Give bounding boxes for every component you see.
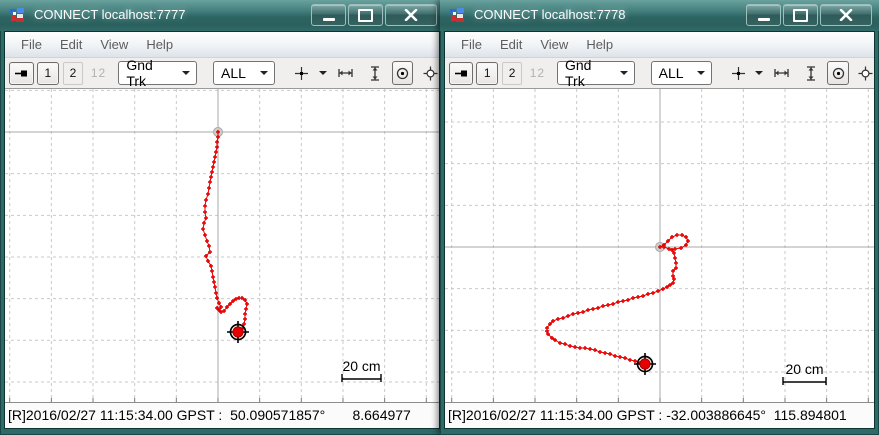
menu-view[interactable]: View — [540, 37, 569, 52]
solution-filter-select[interactable]: ALL — [650, 61, 712, 85]
maximize-icon — [793, 8, 808, 22]
rtkplot-window-2: CONNECT localhost:7778 File Edit View He… — [440, 0, 879, 435]
chevron-down-icon — [754, 71, 763, 75]
solution-filter-select[interactable]: ALL — [213, 61, 276, 85]
toolbar: 1 2 12 Gnd Trk ALL — [5, 58, 439, 89]
center-origin-button[interactable] — [391, 61, 414, 85]
close-icon — [839, 9, 853, 21]
client-area: File Edit View Help 1 2 12 Gnd Trk ALL — [4, 31, 440, 429]
fit-vertical-icon — [807, 65, 816, 81]
window-controls — [744, 4, 872, 26]
menu-view[interactable]: View — [100, 37, 129, 52]
solution-filter-value: ALL — [221, 65, 246, 81]
crosshair-circle-icon — [858, 66, 873, 80]
close-button[interactable] — [820, 4, 872, 26]
menu-help[interactable]: Help — [586, 37, 614, 52]
fit-option-dropdown[interactable] — [317, 61, 329, 85]
plot-area[interactable]: 20 cm — [445, 89, 874, 402]
circled-dot-icon — [832, 67, 844, 79]
window-title: CONNECT localhost:7778 — [474, 7, 626, 22]
fit-vertical-button[interactable] — [367, 61, 384, 85]
menu-help[interactable]: Help — [146, 37, 174, 52]
app-icon — [450, 8, 464, 22]
plot-type-value: Gnd Trk — [126, 58, 153, 89]
plot-type-value: Gnd Trk — [565, 58, 592, 89]
solution-2-button[interactable]: 2 — [502, 61, 522, 85]
app-icon — [10, 8, 24, 22]
fit-horizontal-icon — [338, 69, 353, 77]
title-bar[interactable]: CONNECT localhost:7778 — [440, 0, 879, 31]
ground-track-plot[interactable]: 20 cm — [445, 89, 874, 402]
title-bar[interactable]: CONNECT localhost:7777 — [0, 0, 444, 31]
fit-center-button[interactable] — [730, 61, 747, 85]
fit-vertical-button[interactable] — [803, 61, 819, 85]
maximize-button[interactable] — [783, 4, 818, 26]
status-bar: [R]2016/02/27 11:15:34.00 GPST : 50.0905… — [5, 402, 439, 428]
connect-icon — [454, 70, 467, 76]
window-controls — [309, 4, 437, 26]
show-position-button[interactable] — [857, 61, 874, 85]
fit-horizontal-button[interactable] — [773, 61, 791, 85]
menu-file[interactable]: File — [461, 37, 482, 52]
solution-1-button[interactable]: 1 — [36, 61, 60, 85]
window-title: CONNECT localhost:7777 — [34, 7, 186, 22]
plot-type-select[interactable]: Gnd Trk — [557, 58, 635, 88]
status-bar: [R]2016/02/27 11:15:34.00 GPST : -32.003… — [445, 402, 874, 428]
menu-edit[interactable]: Edit — [499, 37, 523, 52]
maximize-icon — [358, 8, 373, 22]
plot-type-select[interactable]: Gnd Trk — [118, 58, 198, 88]
circled-dot-icon — [396, 67, 409, 79]
chevron-down-icon — [182, 71, 191, 75]
center-origin-button[interactable] — [827, 61, 849, 85]
solution-12-button[interactable]: 12 — [528, 62, 547, 85]
fit-option-dropdown[interactable] — [753, 61, 765, 85]
solution-1-button[interactable]: 1 — [476, 61, 499, 85]
fit-horizontal-button[interactable] — [336, 61, 355, 85]
client-area: File Edit View Help 1 2 12 Gnd Trk ALL — [444, 31, 875, 429]
crosshair-circle-icon — [423, 66, 438, 80]
scale-label: 20 cm — [342, 358, 380, 374]
chevron-down-icon — [318, 71, 327, 75]
connect-button[interactable] — [9, 61, 34, 85]
connect-button[interactable] — [449, 61, 474, 85]
ground-track-plot[interactable]: 20 cm — [5, 89, 439, 402]
close-icon — [404, 9, 418, 21]
scale-label: 20 cm — [785, 361, 823, 377]
menu-bar: File Edit View Help — [5, 32, 439, 58]
connect-icon — [14, 70, 27, 76]
minimize-icon — [322, 18, 335, 21]
close-button[interactable] — [385, 4, 437, 26]
fit-center-button[interactable] — [293, 61, 311, 85]
minimize-button[interactable] — [311, 4, 346, 26]
fit-horizontal-icon — [774, 69, 790, 77]
menu-file[interactable]: File — [21, 37, 42, 52]
fit-vertical-icon — [371, 65, 380, 81]
crosshair-dot-icon — [732, 66, 746, 80]
toolbar: 1 2 12 Gnd Trk ALL — [445, 58, 874, 89]
chevron-down-icon — [619, 71, 628, 75]
rtkplot-window-1: CONNECT localhost:7777 File Edit View He… — [0, 0, 444, 435]
solution-filter-value: ALL — [658, 65, 684, 81]
menu-edit[interactable]: Edit — [59, 37, 83, 52]
menu-bar: File Edit View Help — [445, 32, 874, 58]
solution-12-button[interactable]: 12 — [89, 62, 109, 85]
minimize-button[interactable] — [746, 4, 781, 26]
chevron-down-icon — [696, 71, 705, 75]
minimize-icon — [757, 18, 770, 21]
plot-area[interactable]: 20 cm — [5, 89, 439, 402]
chevron-down-icon — [260, 71, 269, 75]
show-position-button[interactable] — [421, 61, 439, 85]
solution-2-button[interactable]: 2 — [63, 61, 83, 85]
crosshair-dot-icon — [295, 66, 309, 80]
maximize-button[interactable] — [348, 4, 383, 26]
